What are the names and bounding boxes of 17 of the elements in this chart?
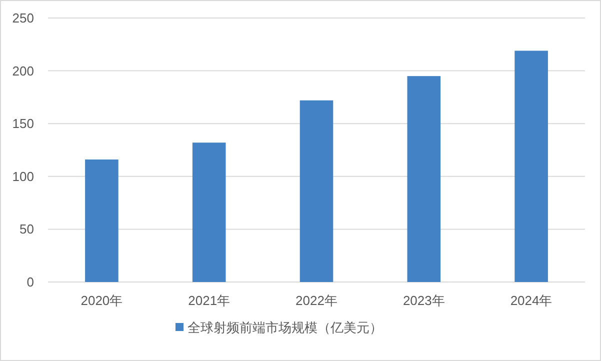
y-tick-label: 0 [26,274,34,290]
y-tick-label: 150 [12,116,34,132]
y-tick-label: 200 [12,63,34,78]
bar [514,50,548,282]
y-tick-label: 250 [12,10,34,26]
bar [85,160,118,282]
x-tick-label: 2024年 [510,293,552,308]
bar [407,76,441,282]
bar [192,142,226,282]
legend-label: 全球射频前端市场规模（亿美元） [188,320,382,335]
x-tick-label: 2021年 [188,293,230,308]
y-tick-label: 50 [20,222,34,237]
x-tick-label: 2023年 [402,293,445,308]
y-tick-label: 100 [12,168,34,184]
bar [300,100,334,282]
x-tick-label: 2022年 [296,293,338,308]
x-tick-label: 2020年 [80,293,123,308]
